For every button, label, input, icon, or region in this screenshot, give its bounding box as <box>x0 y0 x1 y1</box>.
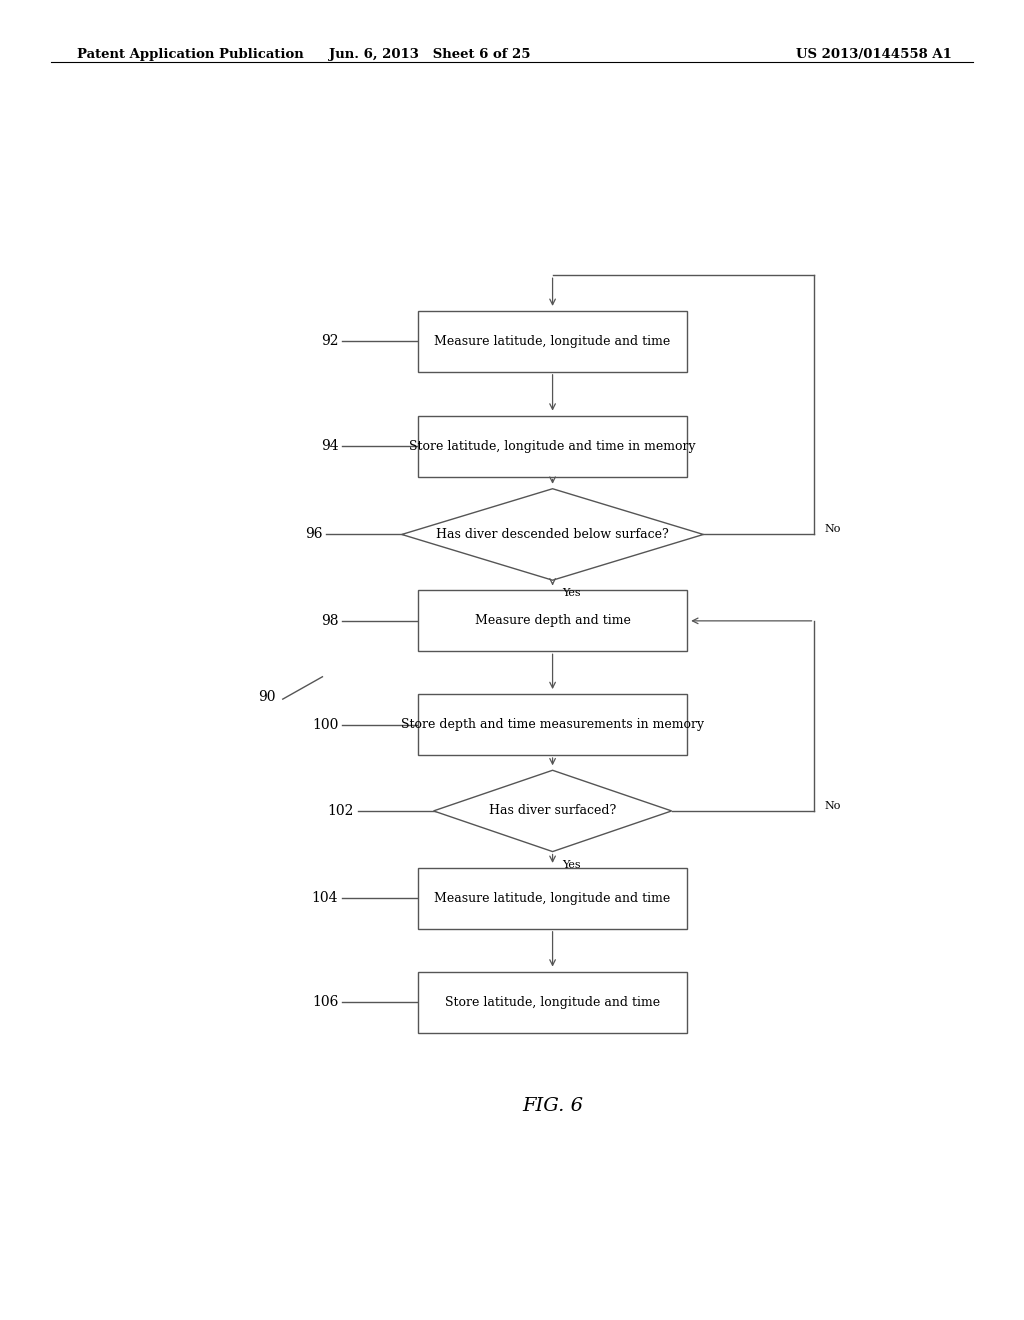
FancyBboxPatch shape <box>418 590 687 651</box>
Polygon shape <box>401 488 703 581</box>
Text: Store latitude, longitude and time in memory: Store latitude, longitude and time in me… <box>410 440 696 453</box>
Text: FIG. 6: FIG. 6 <box>522 1097 583 1114</box>
Text: US 2013/0144558 A1: US 2013/0144558 A1 <box>797 48 952 61</box>
FancyBboxPatch shape <box>418 416 687 477</box>
Text: Has diver surfaced?: Has diver surfaced? <box>488 804 616 817</box>
Polygon shape <box>433 771 672 851</box>
Text: 92: 92 <box>321 334 338 348</box>
Text: 96: 96 <box>305 528 323 541</box>
Text: Store depth and time measurements in memory: Store depth and time measurements in mem… <box>401 718 705 731</box>
Text: Measure depth and time: Measure depth and time <box>475 614 631 627</box>
Text: 90: 90 <box>258 690 275 704</box>
Text: Patent Application Publication: Patent Application Publication <box>77 48 303 61</box>
FancyBboxPatch shape <box>418 972 687 1032</box>
Text: 106: 106 <box>312 995 338 1008</box>
Text: Measure latitude, longitude and time: Measure latitude, longitude and time <box>434 892 671 904</box>
Text: 104: 104 <box>311 891 338 906</box>
Text: Measure latitude, longitude and time: Measure latitude, longitude and time <box>434 335 671 348</box>
Text: Store latitude, longitude and time: Store latitude, longitude and time <box>445 995 660 1008</box>
Text: 94: 94 <box>321 440 338 453</box>
Text: No: No <box>824 801 841 810</box>
FancyBboxPatch shape <box>418 867 687 929</box>
FancyBboxPatch shape <box>418 312 687 372</box>
Text: Jun. 6, 2013   Sheet 6 of 25: Jun. 6, 2013 Sheet 6 of 25 <box>330 48 530 61</box>
Text: 102: 102 <box>328 804 354 818</box>
Text: No: No <box>824 524 841 535</box>
Text: 98: 98 <box>321 614 338 628</box>
FancyBboxPatch shape <box>418 694 687 755</box>
Text: 100: 100 <box>312 718 338 731</box>
Text: Has diver descended below surface?: Has diver descended below surface? <box>436 528 669 541</box>
Text: Yes: Yes <box>562 589 581 598</box>
Text: Yes: Yes <box>562 859 581 870</box>
